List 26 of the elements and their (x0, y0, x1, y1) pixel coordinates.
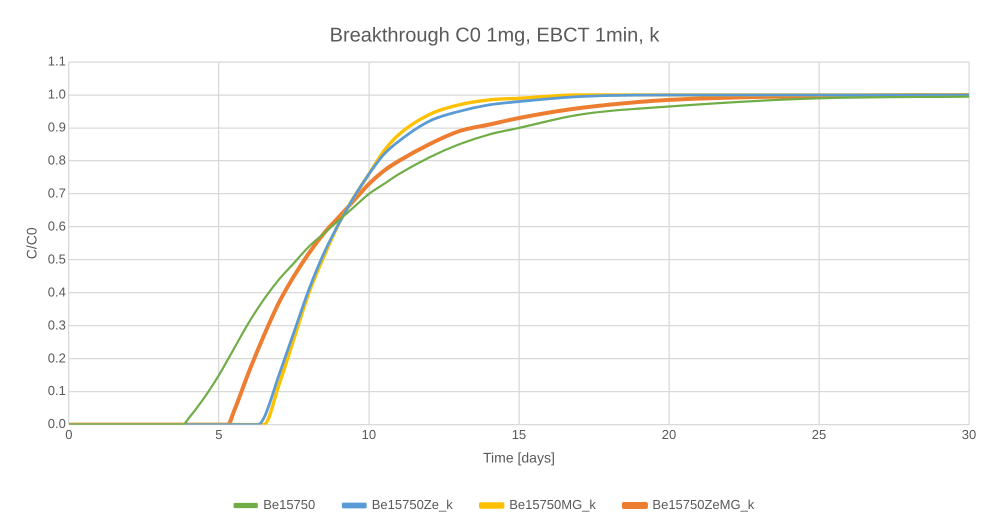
y-tick-label: 0.6 (48, 218, 66, 234)
x-axis-title: Time [days] (483, 449, 555, 466)
y-tick-label: 0.2 (48, 350, 66, 366)
legend-label: Be15750Ze_k (372, 497, 454, 512)
x-tick-label: 10 (362, 426, 376, 442)
legend-label: Be15750 (263, 497, 316, 512)
y-tick-label: 0.0 (48, 416, 66, 432)
y-tick-label: 1.0 (48, 86, 66, 102)
legend-label: Be15750MG_k (509, 497, 596, 512)
x-tick-label: 20 (662, 426, 676, 442)
chart-title: Breakthrough C0 1mg, EBCT 1min, k (330, 24, 660, 47)
y-tick-label: 1.1 (48, 54, 66, 69)
x-tick-label: 0 (65, 426, 72, 442)
y-tick-label: 0.5 (48, 251, 66, 266)
y-axis-title: C/C0 (23, 227, 40, 260)
y-tick-label: 0.1 (48, 383, 66, 398)
y-tick-label: 0.4 (48, 284, 66, 300)
y-tick-label: 0.9 (48, 120, 66, 135)
x-tick-label: 5 (215, 426, 223, 442)
x-tick-label: 30 (962, 426, 976, 442)
legend-label: Be15750ZeMG_k (652, 497, 755, 512)
y-tick-label: 0.8 (48, 152, 66, 168)
x-tick-label: 25 (812, 426, 826, 442)
x-tick-label: 15 (512, 426, 526, 442)
y-tick-label: 0.7 (48, 185, 66, 200)
y-tick-label: 0.3 (48, 317, 66, 332)
